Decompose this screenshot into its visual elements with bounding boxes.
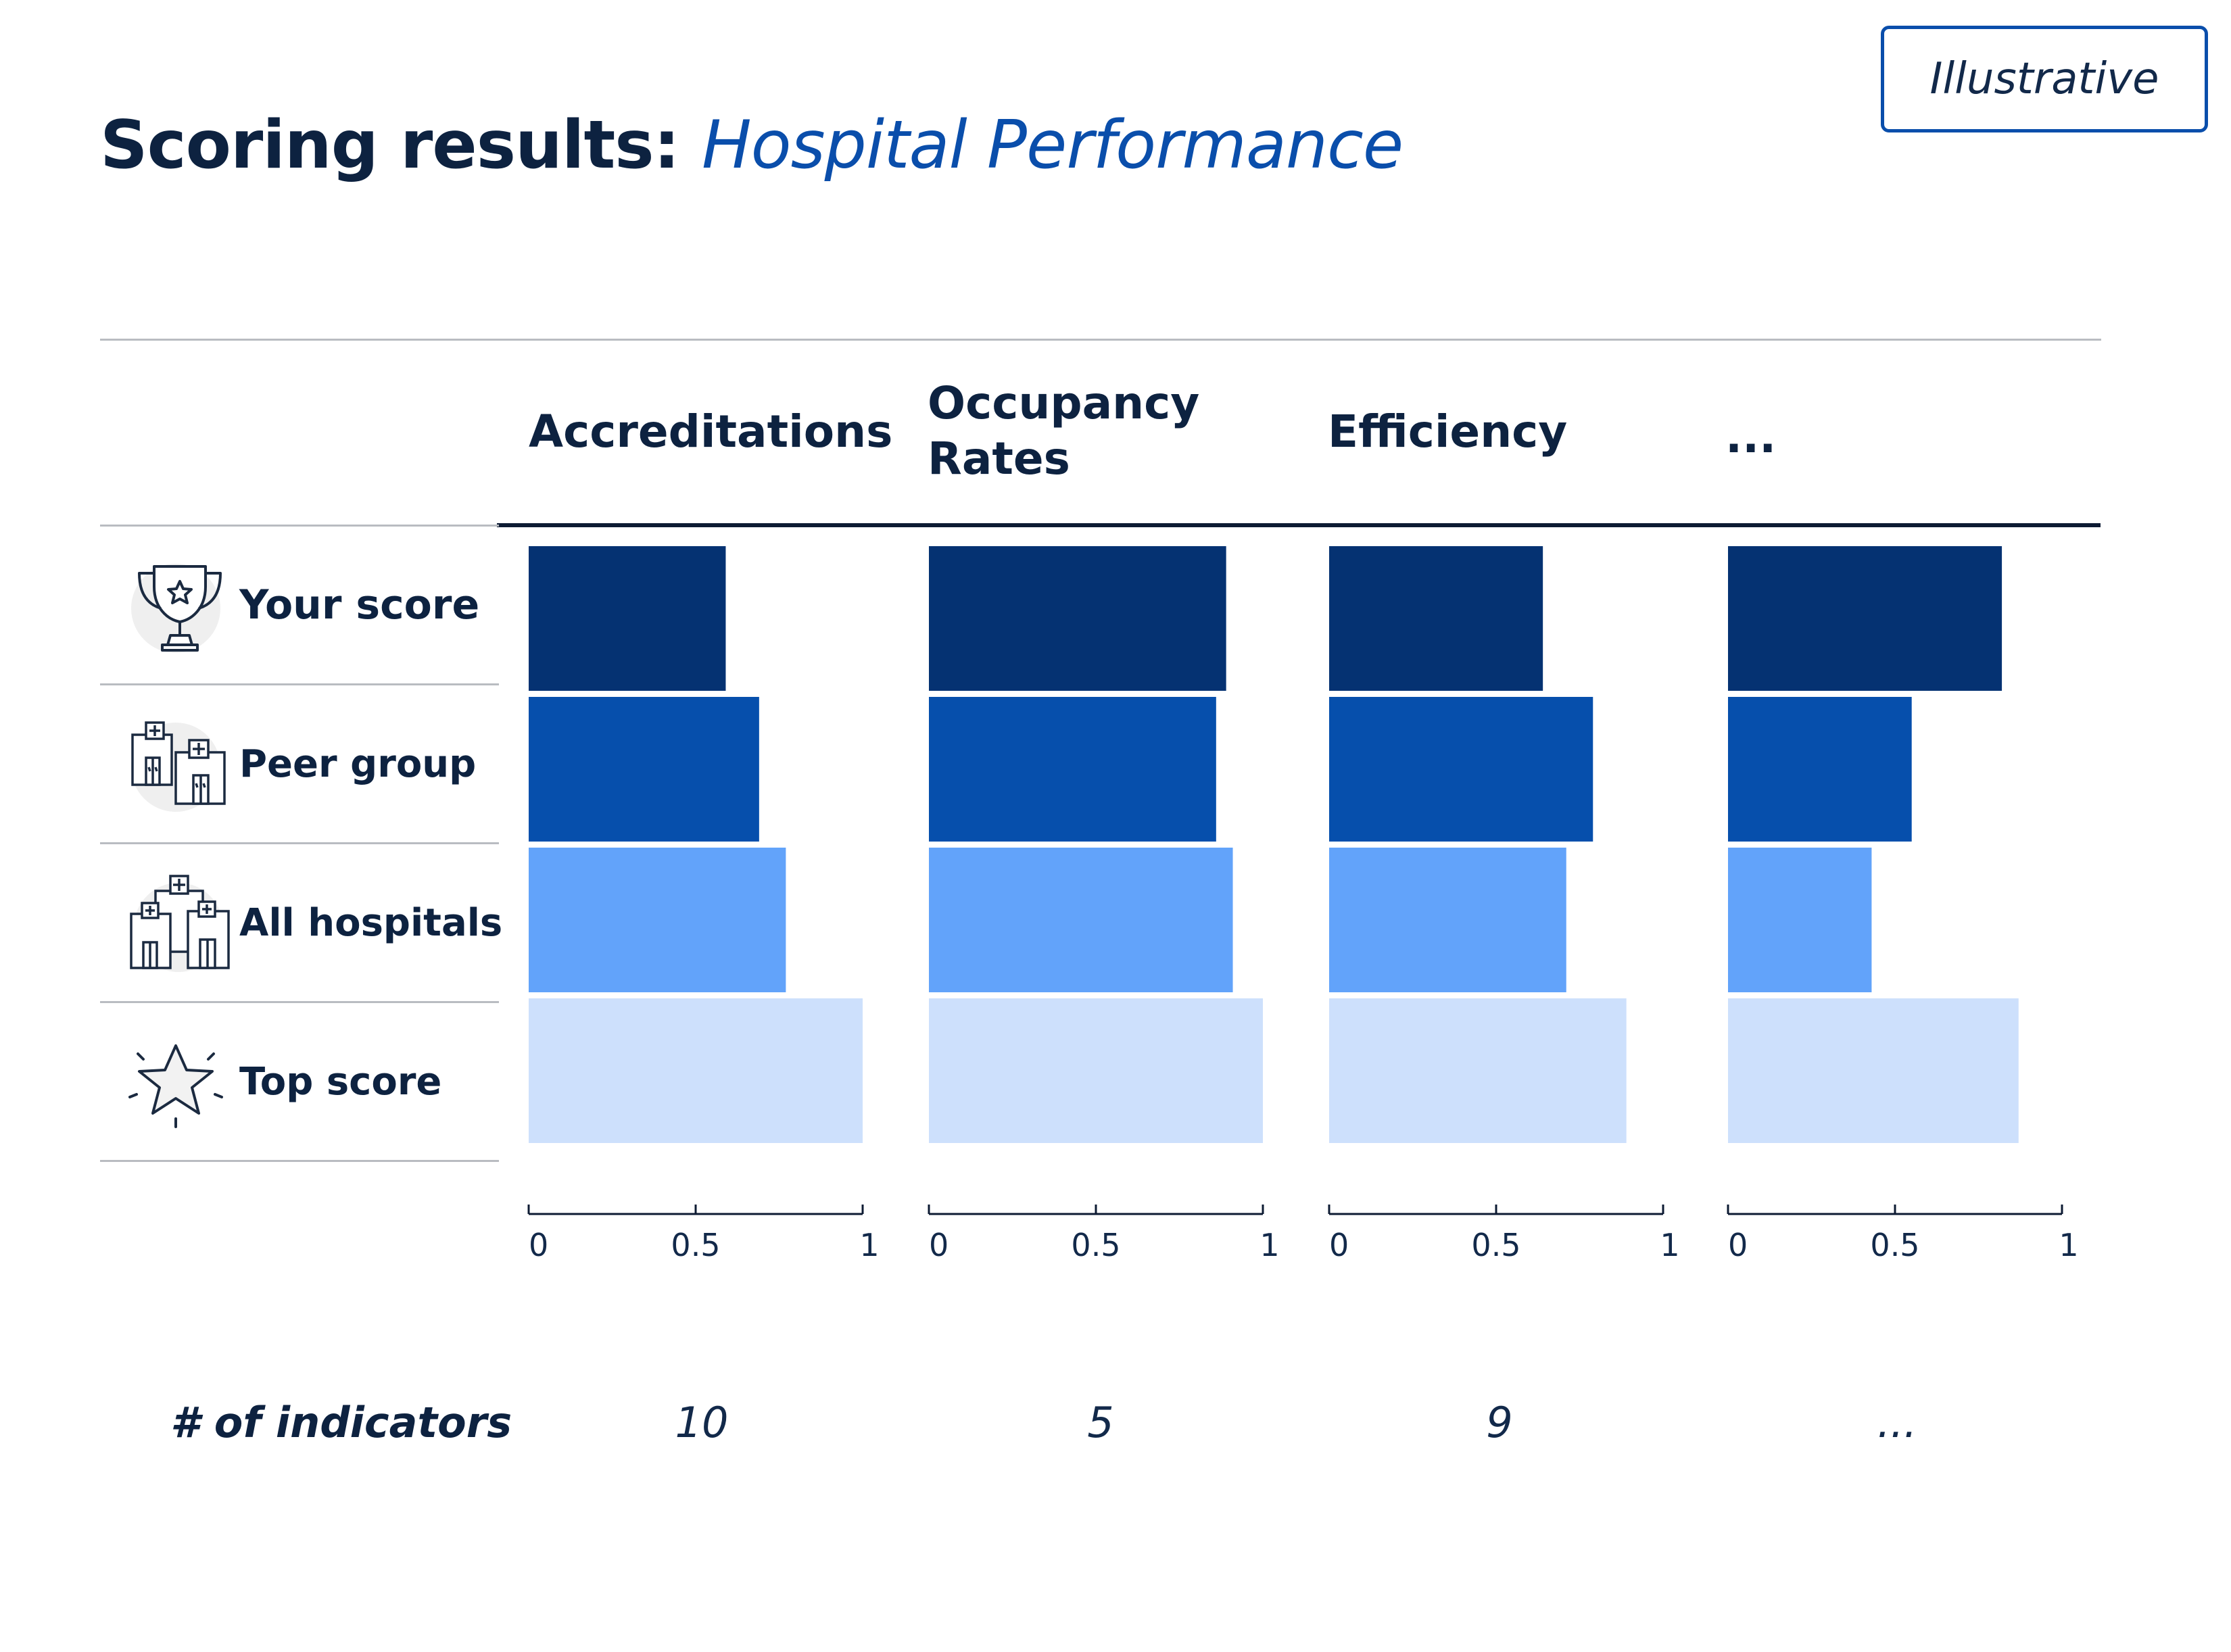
row-label-top-score: Top score (239, 1059, 442, 1104)
row-divider-0 (100, 525, 499, 527)
illustrative-badge: Illustrative (1881, 26, 2208, 132)
bar-accreditations-all-hospitals (529, 848, 786, 992)
row-label-your-score: Your score (239, 581, 480, 629)
row-divider-1 (100, 683, 499, 685)
title-subtitle: Hospital Performance (701, 107, 1404, 184)
indicator-count-occupancy-rates: 5 (1087, 1398, 1114, 1447)
bar-occupancy-rates-peer-group (929, 697, 1216, 842)
indicator-count-more: ... (1877, 1398, 1917, 1447)
x-tick-label-occupancy-rates-2: 1 (1260, 1227, 1279, 1263)
bar-more-all-hospitals (1728, 848, 1872, 992)
row-top-score: Top score (100, 1002, 499, 1161)
indicators-label: # of indicators (170, 1398, 512, 1447)
indicator-count-efficiency: 9 (1486, 1398, 1513, 1447)
x-tick-label-accreditations-0: 0 (529, 1227, 548, 1263)
hospital-group-icon (128, 713, 230, 815)
x-tick-label-more-2: 1 (2059, 1227, 2078, 1263)
bar-efficiency-peer-group (1329, 697, 1593, 842)
x-tick-label-efficiency-1: 0.5 (1471, 1227, 1520, 1263)
row-all-hospitals: All hospitals (100, 844, 503, 1002)
bar-more-top-score (1728, 998, 2019, 1143)
bar-accreditations-peer-group (529, 697, 759, 842)
column-header-efficiency: Efficiency (1328, 406, 1568, 458)
bar-accreditations-top-score (529, 998, 863, 1143)
bar-efficiency-your-score (1329, 546, 1543, 691)
title-main: Scoring results: (100, 107, 680, 184)
x-tick-label-efficiency-0: 0 (1329, 1227, 1349, 1263)
indicator-count-accreditations: 10 (675, 1398, 729, 1447)
column-header-more: ... (1725, 411, 1777, 463)
trophy-icon (128, 554, 230, 656)
page-title: Scoring results: Hospital Performance (100, 107, 1404, 184)
column-header-accreditations: Accreditations (529, 406, 893, 458)
x-tick-label-more-0: 0 (1728, 1227, 1748, 1263)
row-divider-3 (100, 1001, 499, 1003)
header-divider (497, 523, 2101, 527)
x-tick-label-accreditations-2: 1 (859, 1227, 879, 1263)
bar-occupancy-rates-your-score (929, 546, 1226, 691)
row-your-score: Your score (100, 526, 499, 684)
bar-efficiency-all-hospitals (1329, 848, 1566, 992)
bar-occupancy-rates-all-hospitals (929, 848, 1233, 992)
x-tick-label-occupancy-rates-0: 0 (929, 1227, 949, 1263)
x-tick-label-more-1: 0.5 (1870, 1227, 1919, 1263)
row-label-all-hospitals: All hospitals (239, 900, 503, 945)
row-peer-group: Peer group (100, 685, 499, 843)
row-divider-2 (100, 842, 499, 844)
bar-efficiency-top-score (1329, 998, 1627, 1143)
bar-accreditations-your-score (529, 546, 726, 691)
row-label-peer-group: Peer group (239, 742, 477, 786)
x-tick-label-accreditations-1: 0.5 (671, 1227, 720, 1263)
x-tick-label-efficiency-2: 1 (1660, 1227, 1679, 1263)
top-divider (100, 339, 2101, 341)
bar-more-your-score (1728, 546, 2002, 691)
hospital-cluster-icon (128, 872, 230, 973)
row-divider-4 (100, 1160, 499, 1162)
x-tick-label-occupancy-rates-1: 0.5 (1071, 1227, 1120, 1263)
bar-more-peer-group (1728, 697, 1912, 842)
star-icon (128, 1031, 230, 1132)
bar-occupancy-rates-top-score (929, 998, 1263, 1143)
column-header-occupancy-rates: Occupancy Rates (928, 377, 1200, 485)
